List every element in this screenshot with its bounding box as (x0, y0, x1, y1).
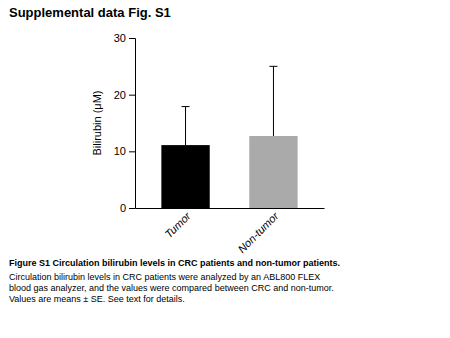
caption-line: blood gas analyzer, and the values were … (9, 283, 334, 293)
tick-mark (129, 95, 135, 96)
error-bar (185, 107, 186, 146)
error-bar (273, 66, 274, 136)
tick: Tumor (162, 209, 193, 240)
tick-mark (129, 208, 135, 209)
tick: 0 (120, 202, 135, 214)
tick: Non-tumor (235, 209, 281, 255)
tick-label: 20 (114, 89, 126, 101)
tick-label: 10 (114, 145, 126, 157)
caption-line: Figure S1 Circulation bilirubin levels i… (9, 258, 340, 268)
title: Supplemental data Fig. S1 (9, 5, 171, 20)
tick-label: Non-tumor (235, 209, 281, 255)
y-axis: 0 10 20 30 (114, 32, 136, 214)
axis-line (136, 208, 325, 209)
bar (249, 136, 297, 208)
tick: 30 (114, 32, 135, 44)
x-axis: Tumor Non-tumor (136, 209, 325, 256)
tick-mark (129, 151, 135, 152)
error-cap (269, 66, 277, 67)
tick-mark (129, 38, 135, 39)
caption-line: Values are means ± SE. See text for deta… (9, 294, 185, 304)
tick: 20 (114, 89, 135, 101)
chart: Supplemental data Fig. S1 0 10 20 30 Tumor Non… (0, 0, 450, 338)
bar (161, 145, 209, 208)
tick-label: 30 (114, 32, 126, 44)
caption-line: Circulation bilirubin levels in CRC pati… (9, 272, 320, 282)
tick-label: 0 (120, 202, 126, 214)
tick: 10 (114, 145, 135, 157)
tick-label: Tumor (162, 209, 193, 240)
error-cap (182, 106, 190, 107)
plot-area (161, 66, 297, 208)
axis-title: Bilirubin (μM) (91, 90, 103, 155)
caption: Circulation bilirubin levels in CRC pati… (9, 272, 334, 304)
caption: Figure S1 Circulation bilirubin levels i… (9, 258, 340, 268)
axis-line (129, 39, 136, 209)
